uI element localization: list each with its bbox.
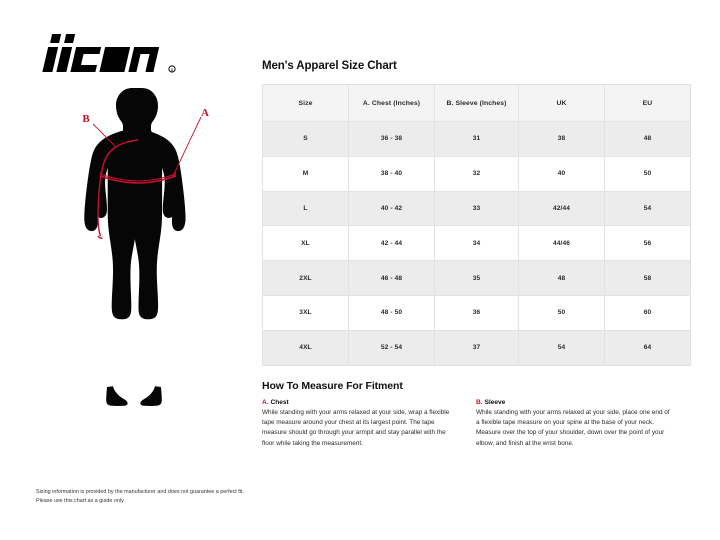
measure-heading-chest: A. Chest <box>262 399 458 406</box>
table-header-row: Size A. Chest (Inches) B. Sleeve (Inches… <box>262 84 691 122</box>
how-to-measure-section: How To Measure For Fitment A. Chest Whil… <box>262 380 690 450</box>
disclaimer-line-2: Please use this chart as a guide only <box>36 498 124 505</box>
registered-trademark-icon <box>168 65 176 73</box>
measure-name-chest: Chest <box>270 398 289 406</box>
measure-letter-a: A. <box>262 398 269 406</box>
leader-line-b <box>92 123 117 148</box>
cell-uk: 54 <box>518 329 605 366</box>
cell-eu: 56 <box>604 225 691 262</box>
cell-uk: 38 <box>518 121 605 157</box>
table-row: 3XL 48 - 50 36 50 60 <box>262 294 691 331</box>
cell-size: L <box>262 190 349 227</box>
cell-chest: 40 - 42 <box>348 190 435 227</box>
body-silhouette-figure: B A <box>60 84 240 414</box>
measure-instruction-sleeve: B. Sleeve While standing with your arms … <box>476 399 672 450</box>
column-header-size: Size <box>262 84 349 122</box>
table-row: XL 42 - 44 34 44/46 56 <box>262 225 691 262</box>
cell-chest: 36 - 38 <box>348 121 435 157</box>
disclaimer-line-1: Sizing information is provided by the ma… <box>36 489 244 495</box>
table-row: 2XL 46 - 48 35 48 58 <box>262 260 691 296</box>
cell-chest: 42 - 44 <box>348 225 435 262</box>
cell-sleeve: 34 <box>434 225 519 262</box>
silhouette-diagram-icon: B A <box>82 88 209 406</box>
table-row: M 38 - 40 32 40 50 <box>262 155 691 192</box>
cell-uk: 48 <box>518 260 605 296</box>
size-chart-table: Size A. Chest (Inches) B. Sleeve (Inches… <box>262 84 691 366</box>
cell-chest: 48 - 50 <box>348 294 435 331</box>
leader-line-a <box>172 116 202 177</box>
cell-sleeve: 33 <box>434 190 519 227</box>
cell-uk: 44/46 <box>518 225 605 262</box>
cell-eu: 58 <box>604 260 691 296</box>
cell-size: XL <box>262 225 349 262</box>
cell-eu: 50 <box>604 155 691 192</box>
column-header-sleeve: B. Sleeve (Inches) <box>434 84 519 122</box>
cell-chest: 38 - 40 <box>348 155 435 192</box>
cell-eu: 48 <box>604 121 691 157</box>
column-header-uk: UK <box>518 84 605 122</box>
cell-uk: 42/44 <box>518 190 605 227</box>
cell-eu: 64 <box>604 329 691 366</box>
brand-logo: R <box>34 26 184 78</box>
cell-chest: 46 - 48 <box>348 260 435 296</box>
cell-sleeve: 36 <box>434 294 519 331</box>
cell-eu: 54 <box>604 190 691 227</box>
cell-chest: 52 - 54 <box>348 329 435 366</box>
measure-name-sleeve: Sleeve <box>484 398 506 406</box>
cell-sleeve: 35 <box>434 260 519 296</box>
cell-sleeve: 37 <box>434 329 519 366</box>
cell-size: S <box>262 121 349 157</box>
silhouette-body <box>84 88 186 406</box>
svg-text:R: R <box>171 67 174 72</box>
table-row: S 36 - 38 31 38 48 <box>262 121 691 157</box>
how-to-measure-title: How To Measure For Fitment <box>262 379 403 392</box>
cell-uk: 50 <box>518 294 605 331</box>
cell-size: 4XL <box>262 329 349 366</box>
label-b: B <box>82 113 90 125</box>
cell-size: 3XL <box>262 294 349 331</box>
cell-sleeve: 32 <box>434 155 519 192</box>
column-header-eu: EU <box>604 84 691 122</box>
cell-eu: 60 <box>604 294 691 331</box>
measure-text-sleeve: While standing with your arms relaxed at… <box>476 408 670 447</box>
cell-uk: 40 <box>518 155 605 192</box>
measure-text-chest: While standing with your arms relaxed at… <box>262 408 450 447</box>
page-title: Men's Apparel Size Chart <box>262 60 397 72</box>
label-a: A <box>201 107 209 119</box>
cell-sleeve: 31 <box>434 121 519 157</box>
icon-wordmark-icon: R <box>42 34 176 73</box>
column-header-chest: A. Chest (Inches) <box>348 84 435 122</box>
cell-size: 2XL <box>262 260 349 296</box>
table-row: 4XL 52 - 54 37 54 64 <box>262 329 691 366</box>
sleeve-measure-line <box>97 139 139 239</box>
measure-instruction-chest: A. Chest While standing with your arms r… <box>262 399 458 450</box>
measure-letter-b: B. <box>476 398 483 406</box>
cell-size: M <box>262 155 349 192</box>
disclaimer: Sizing information is provided by the ma… <box>36 488 376 507</box>
measure-heading-sleeve: B. Sleeve <box>476 399 672 406</box>
table-row: L 40 - 42 33 42/44 54 <box>262 190 691 227</box>
